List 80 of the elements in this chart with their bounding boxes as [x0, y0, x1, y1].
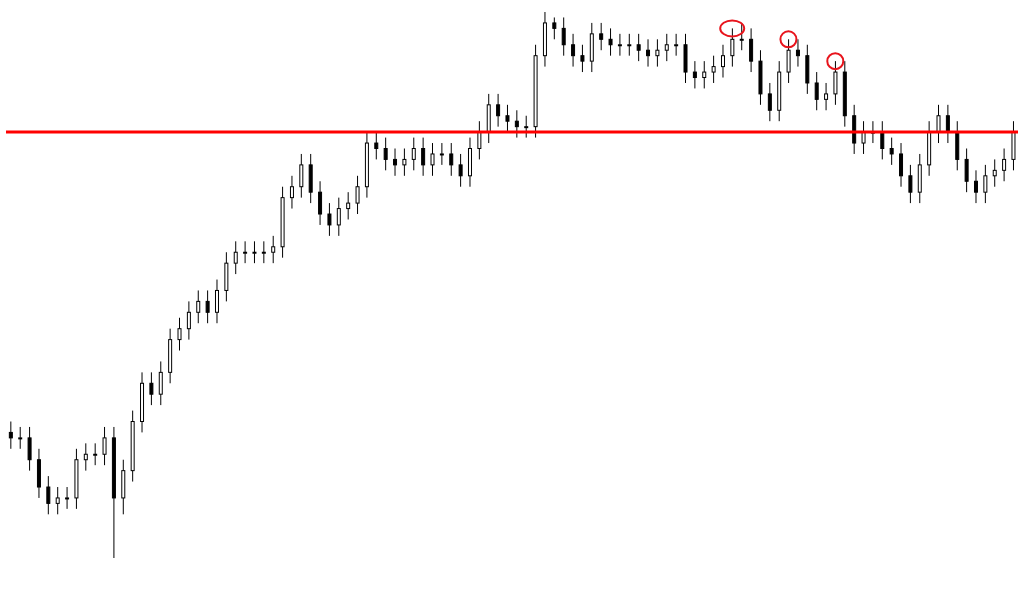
candlestick: [299, 153, 304, 199]
candlestick: [261, 240, 266, 264]
candlestick: [945, 104, 950, 144]
candlestick: [46, 475, 51, 515]
candlestick: [149, 371, 154, 406]
candlestick: [346, 191, 351, 220]
candlestick: [8, 421, 13, 450]
candlestick: [402, 148, 407, 177]
candlestick: [561, 16, 566, 57]
candlestick: [636, 33, 641, 62]
candlestick: [505, 104, 510, 133]
candlestick: [477, 120, 482, 160]
candlestick: [711, 55, 716, 84]
candlestick: [899, 142, 904, 188]
candlestick: [374, 131, 379, 160]
candlestick: [655, 38, 660, 68]
candlestick: [289, 175, 294, 210]
candlestick: [393, 148, 398, 177]
candlestick: [908, 164, 913, 204]
candlestick: [692, 60, 697, 89]
candlestick: [318, 180, 323, 226]
candlestick: [664, 33, 669, 62]
candlestick: [55, 486, 60, 515]
candlestick: [646, 38, 651, 68]
candlestick: [973, 169, 978, 204]
candlestick: [580, 44, 585, 73]
candlestick: [196, 289, 201, 324]
candlestick: [27, 426, 32, 472]
candlestick: [702, 60, 707, 89]
candlestick: [18, 426, 23, 450]
candlestick: [674, 33, 679, 57]
candlestick: [720, 44, 725, 79]
candlestick: [233, 240, 238, 275]
candlestick: [1002, 148, 1007, 182]
candlestick: [824, 82, 829, 111]
candlestick: [964, 148, 969, 193]
candlestick: [186, 300, 191, 341]
candlestick: [243, 240, 248, 264]
candlestick: [608, 27, 613, 57]
candlestick: [739, 22, 744, 51]
candlestick: [795, 38, 800, 68]
candlestick: [552, 16, 557, 40]
candlestick: [514, 109, 519, 139]
candlestick: [336, 197, 341, 237]
candlestick: [571, 33, 576, 68]
candlestick: [102, 426, 107, 466]
candlestick: [936, 104, 941, 144]
candlestick: [814, 71, 819, 111]
candlestick: [83, 442, 88, 472]
candlestick: [627, 33, 632, 57]
candlestick: [421, 137, 426, 177]
candlestick: [496, 93, 501, 128]
candlestick: [411, 137, 416, 171]
candlestick: [430, 142, 435, 177]
candlestick: [439, 142, 444, 166]
candlestick: [158, 360, 163, 406]
candlestick: [271, 235, 276, 264]
candlestick: [205, 289, 210, 324]
candlestick: [730, 27, 735, 68]
candlestick: [833, 60, 838, 106]
candlestick: [214, 279, 219, 324]
candlestick: [458, 153, 463, 188]
candlestick: [449, 142, 454, 177]
candlestick: [355, 175, 360, 215]
candlestick: [992, 158, 997, 188]
candlestick: [617, 33, 622, 57]
candlestick: [599, 22, 604, 51]
candlestick: [177, 317, 182, 352]
candlestick: [327, 202, 332, 237]
candlestick: [749, 27, 754, 73]
candlestick: [983, 164, 988, 204]
candlestick: [767, 82, 772, 122]
candlestick: [93, 442, 98, 466]
candlestick: [65, 486, 70, 510]
candlestick: [861, 120, 866, 155]
candlestick: [786, 38, 791, 84]
candlestick: [889, 137, 894, 166]
candlestick: [252, 240, 257, 264]
candlestick: [524, 115, 529, 139]
candlestick: [383, 137, 388, 171]
